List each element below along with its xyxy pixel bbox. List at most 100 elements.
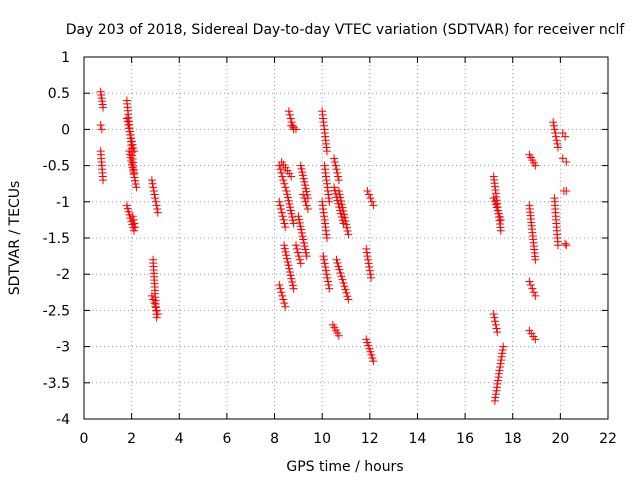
data-point-marker [492, 324, 501, 333]
data-point-marker [364, 190, 373, 199]
data-point-marker [495, 366, 504, 375]
data-point-marker [150, 299, 159, 308]
data-point-marker [149, 186, 158, 195]
data-point-marker [281, 302, 290, 311]
data-point-marker [295, 255, 304, 264]
x-axis-label: GPS time / hours [286, 459, 403, 475]
data-point-marker [125, 210, 134, 219]
data-point-marker [334, 262, 343, 271]
data-point-marker [369, 357, 378, 366]
data-point-marker [363, 252, 372, 261]
grid-lines [84, 57, 608, 419]
data-point-marker [288, 277, 297, 286]
data-point-marker [526, 281, 535, 290]
data-point-marker [342, 220, 351, 229]
data-point-marker [126, 153, 135, 162]
data-point-marker [302, 252, 311, 261]
data-point-marker [97, 125, 106, 134]
data-point-marker [276, 165, 285, 174]
data-point-marker [153, 205, 162, 214]
data-point-marker [147, 291, 156, 300]
data-point-marker [490, 396, 499, 405]
data-point-marker [131, 223, 140, 232]
data-point-marker [338, 275, 347, 284]
data-point-marker [531, 255, 540, 264]
data-point-marker [496, 362, 505, 371]
data-point-marker [286, 271, 295, 280]
data-point-marker [127, 156, 136, 165]
data-point-marker [335, 265, 344, 274]
data-point-marker [283, 193, 292, 202]
data-point-marker [294, 252, 303, 261]
data-point-marker [280, 219, 289, 228]
data-point-marker [292, 244, 301, 253]
data-point-marker [301, 245, 310, 254]
data-point-marker [496, 359, 505, 368]
data-point-marker [338, 203, 347, 212]
y-axis-label: SDTVAR / TECUs [7, 181, 23, 296]
data-point-marker [301, 184, 310, 193]
data-point-marker [130, 219, 139, 228]
data-point-marker [491, 393, 500, 402]
data-point-marker [296, 259, 305, 268]
data-point-marker [498, 349, 507, 358]
x-tick-label: 14 [409, 431, 427, 447]
data-point-marker [151, 197, 160, 206]
data-point-marker [549, 121, 558, 130]
data-point-marker [334, 186, 343, 195]
data-point-marker [299, 238, 308, 247]
data-point-marker [498, 345, 507, 354]
data-point-marker [280, 244, 289, 253]
data-point-marker [363, 186, 372, 195]
data-point-marker [324, 277, 333, 286]
data-point-marker [149, 183, 158, 192]
data-point-marker [152, 306, 161, 315]
data-point-marker [132, 183, 141, 192]
data-point-marker [278, 172, 287, 181]
data-point-marker [129, 215, 138, 224]
data-point-marker [284, 107, 293, 116]
data-point-marker [497, 352, 506, 361]
data-point-marker [281, 247, 290, 256]
data-point-marker [362, 248, 371, 257]
data-point-marker [298, 168, 307, 177]
x-tick-label: 18 [504, 431, 522, 447]
data-point-marker [551, 132, 560, 141]
data-point-marker [319, 252, 328, 261]
data-point-marker [531, 335, 540, 344]
data-point-marker [279, 215, 288, 224]
y-tick-label: -3 [56, 340, 70, 356]
y-tick-label: 0 [61, 122, 70, 138]
chart-title: Day 203 of 2018, Sidereal Day-to-day VTE… [66, 22, 626, 38]
y-tick-label: -1 [56, 195, 70, 211]
data-point-marker [525, 277, 534, 286]
data-point-marker [280, 299, 289, 308]
x-tick-label: 6 [222, 431, 231, 447]
data-point-marker [341, 217, 350, 226]
x-tick-label: 8 [270, 431, 279, 447]
data-point-marker [288, 281, 297, 290]
data-point-marker [286, 206, 295, 215]
data-point-marker [277, 205, 286, 214]
data-point-marker [344, 230, 353, 239]
y-tick-label: -0.5 [43, 159, 70, 175]
data-point-marker [283, 190, 292, 199]
data-point-marker [561, 132, 570, 141]
data-point-marker [124, 207, 133, 216]
data-point-marker [151, 194, 160, 203]
data-point-marker [333, 168, 342, 177]
data-point-marker [151, 302, 160, 311]
data-point-marker [285, 110, 294, 119]
data-point-marker [558, 154, 567, 163]
data-point-marker [369, 201, 378, 210]
y-tick-label: 0.5 [48, 86, 70, 102]
data-point-marker [296, 161, 305, 170]
data-point-marker [366, 270, 375, 279]
data-point-marker [96, 121, 105, 130]
data-point-marker [282, 186, 291, 195]
data-point-marker [366, 194, 375, 203]
data-point-marker [295, 218, 304, 227]
data-point-marker [323, 273, 332, 282]
data-point-marker [333, 259, 342, 268]
